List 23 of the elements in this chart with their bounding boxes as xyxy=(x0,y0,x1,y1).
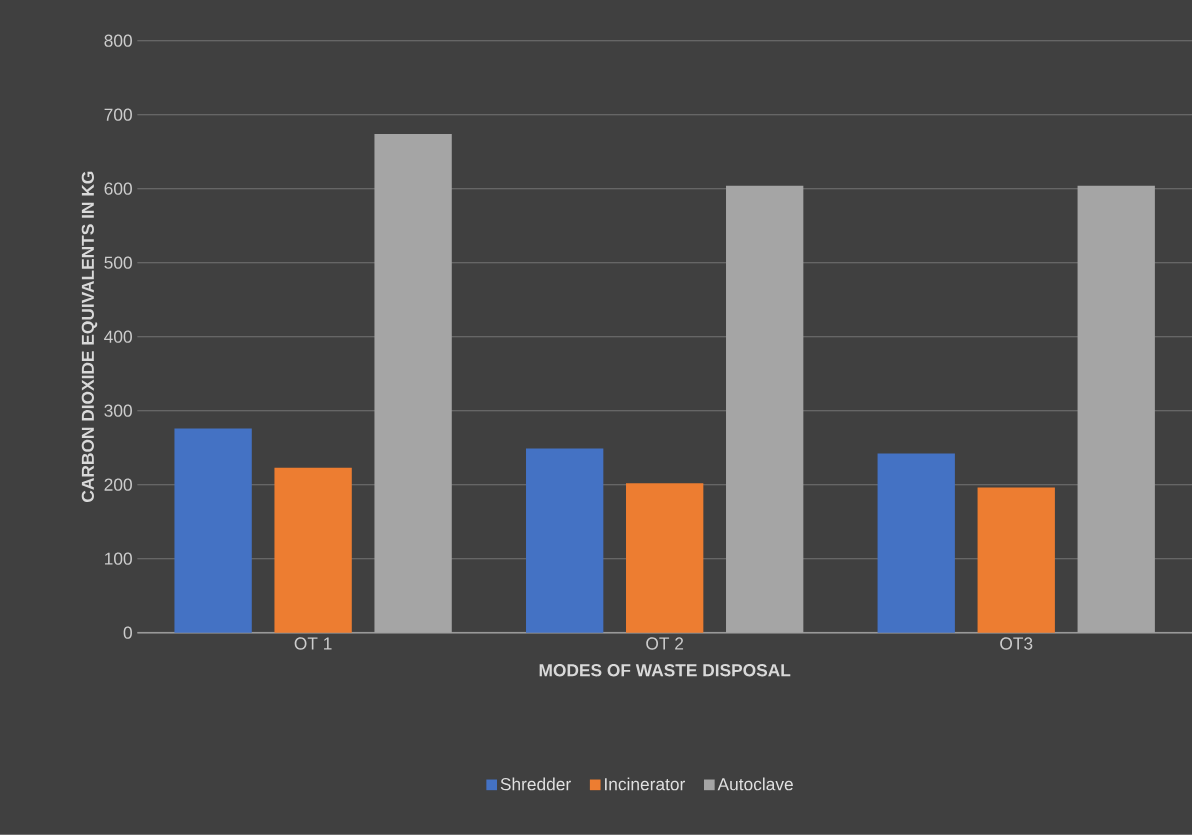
y-tick-label: 300 xyxy=(104,404,132,417)
x-tick-label: OT 2 xyxy=(646,637,684,650)
bar xyxy=(626,483,704,633)
bar xyxy=(174,428,252,633)
bar xyxy=(526,448,604,633)
y-tick-label: 400 xyxy=(104,330,132,343)
y-axis-title: CARBON DIOXIDE EQUIVALENTS IN KG xyxy=(81,171,98,503)
x-axis-title: MODES OF WASTE DISPOSAL xyxy=(539,664,791,677)
bar xyxy=(274,467,352,633)
x-tick-label: OT 1 xyxy=(294,637,332,650)
bar xyxy=(877,453,955,633)
legend-label: Shredder xyxy=(500,777,571,791)
y-tick-label: 800 xyxy=(104,34,132,47)
legend-label: Autoclave xyxy=(717,777,793,791)
x-tick-label: OT3 xyxy=(1000,637,1033,650)
y-tick-label: 500 xyxy=(104,256,132,269)
legend-label: Incinerator xyxy=(605,777,686,791)
y-tick-label: 100 xyxy=(105,552,132,565)
y-tick-label: 0 xyxy=(123,626,132,639)
y-tick-label: 200 xyxy=(104,478,132,491)
y-tick-label: 700 xyxy=(104,108,132,121)
y-tick-label: 600 xyxy=(104,182,132,195)
bar xyxy=(977,487,1055,633)
